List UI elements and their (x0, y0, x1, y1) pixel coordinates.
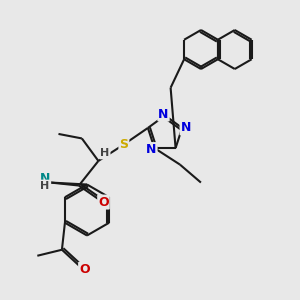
Text: H: H (40, 181, 50, 190)
Text: N: N (158, 107, 169, 121)
Text: H: H (100, 148, 109, 158)
Text: N: N (40, 172, 50, 185)
Text: N: N (146, 143, 157, 156)
Text: S: S (119, 138, 128, 151)
Text: O: O (79, 263, 90, 276)
Text: O: O (98, 196, 109, 208)
Text: N: N (181, 122, 191, 134)
